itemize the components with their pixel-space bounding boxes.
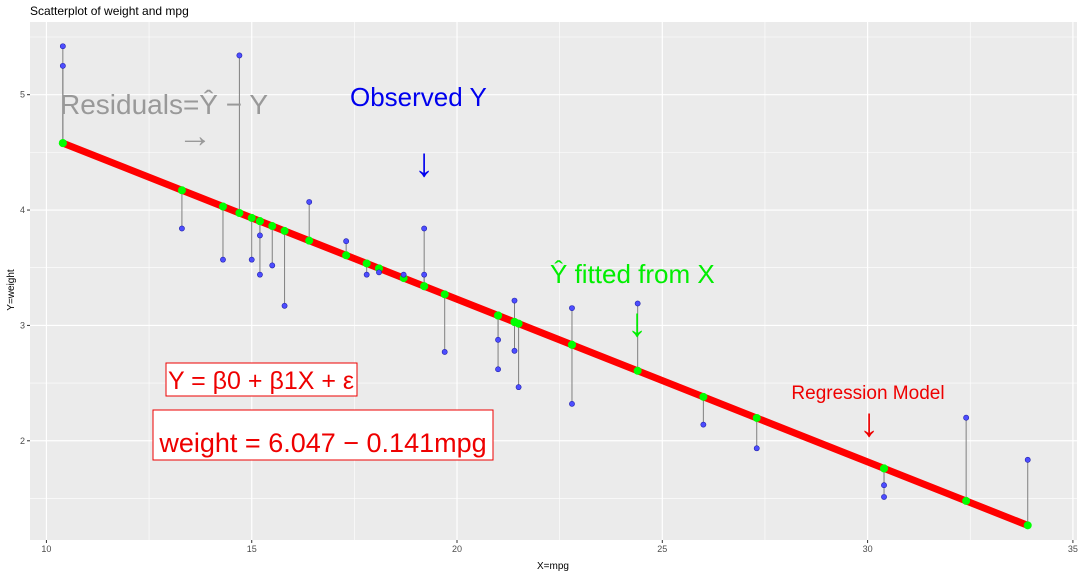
model-equation: Y = β0 + β1X + ε <box>168 367 354 395</box>
fitted-point <box>177 186 186 195</box>
observed-point <box>236 52 243 59</box>
observed-point <box>59 62 66 69</box>
observed-point <box>753 445 760 452</box>
y-tick-label: 2 <box>20 436 25 446</box>
fitted-point <box>305 236 314 245</box>
fitted-point <box>752 413 761 422</box>
fitted-point <box>218 202 227 211</box>
observed-point <box>421 225 428 232</box>
y-axis-label: Y=weight <box>6 269 17 311</box>
x-tick-label: 10 <box>41 544 51 554</box>
minor-gridlines <box>30 22 1077 540</box>
fitted-equation-box <box>152 409 494 461</box>
axis-ticks: 10 15 20 25 30 35 2 3 4 5 <box>20 90 1078 554</box>
observed-point <box>1024 456 1031 463</box>
chart-title: Scatterplot of weight and mpg <box>30 4 189 18</box>
y-tick-label: 3 <box>20 320 25 330</box>
observed-point <box>700 421 707 428</box>
x-axis-label: X=mpg <box>537 561 569 572</box>
observed-point <box>269 262 276 269</box>
x-tick-label: 35 <box>1068 544 1078 554</box>
model-equation-box <box>165 362 358 397</box>
residual-lines <box>62 46 1029 526</box>
observed-point <box>306 199 313 205</box>
observed-point <box>281 302 288 309</box>
fitted-equation: weight = 6.047 − 0.141mpg <box>158 428 486 458</box>
fitted-point <box>280 226 289 235</box>
observed-point <box>59 43 66 50</box>
fitted-point <box>962 496 971 505</box>
fitted-point <box>699 392 708 401</box>
x-tick-label: 15 <box>247 544 257 554</box>
observed-point <box>495 366 501 373</box>
fitted-point <box>255 217 264 226</box>
fitted-point <box>342 251 351 260</box>
observed-point <box>569 400 575 407</box>
observed-point <box>511 347 518 354</box>
observed-y-arrow: ↓ <box>414 141 434 185</box>
fitted-point <box>247 213 256 222</box>
fitted-point <box>514 319 523 328</box>
fitted-point <box>880 464 889 473</box>
fitted-point <box>440 290 449 299</box>
observed-point <box>257 232 263 239</box>
observed-point <box>220 256 226 263</box>
observed-point <box>634 300 641 307</box>
fitted-point <box>420 282 429 291</box>
regression-model-annotation: Regression Model <box>791 383 944 404</box>
fitted-point <box>494 311 503 320</box>
fitted-point <box>567 340 576 349</box>
observed-point <box>495 336 501 343</box>
observed-point <box>248 256 255 263</box>
y-tick-label: 4 <box>20 205 25 215</box>
observed-point <box>376 269 382 276</box>
x-tick-label: 20 <box>452 544 462 554</box>
observed-point <box>363 271 370 278</box>
x-tick-label: 25 <box>657 544 667 554</box>
fitted-point <box>633 366 642 375</box>
x-tick-label: 30 <box>863 544 873 554</box>
observed-point <box>515 384 522 391</box>
observed-point <box>400 271 407 278</box>
observed-point <box>441 349 448 355</box>
fitted-annotation: Ŷ fitted from X <box>550 259 715 289</box>
observed-points <box>59 43 1031 500</box>
fitted-point <box>268 222 277 231</box>
residuals-arrow: → <box>178 117 212 155</box>
residuals-annotation: Residuals=Ŷ − Y <box>60 89 268 120</box>
observed-y-annotation: Observed Y <box>350 82 487 112</box>
observed-point <box>343 238 350 245</box>
observed-point <box>179 225 185 232</box>
observed-point <box>881 482 887 489</box>
observed-point <box>569 305 575 312</box>
observed-point <box>511 297 518 304</box>
observed-point <box>963 414 970 421</box>
fitted-arrow: ↓ <box>627 301 647 345</box>
regression-model-arrow: ↓ <box>859 401 879 445</box>
fitted-point <box>1023 521 1032 530</box>
y-tick-label: 5 <box>20 90 25 100</box>
fitted-point <box>235 209 244 218</box>
observed-point <box>421 271 428 278</box>
observed-point <box>881 494 887 500</box>
fitted-point <box>362 259 371 268</box>
fitted-point <box>58 139 67 148</box>
observed-point <box>257 271 263 278</box>
